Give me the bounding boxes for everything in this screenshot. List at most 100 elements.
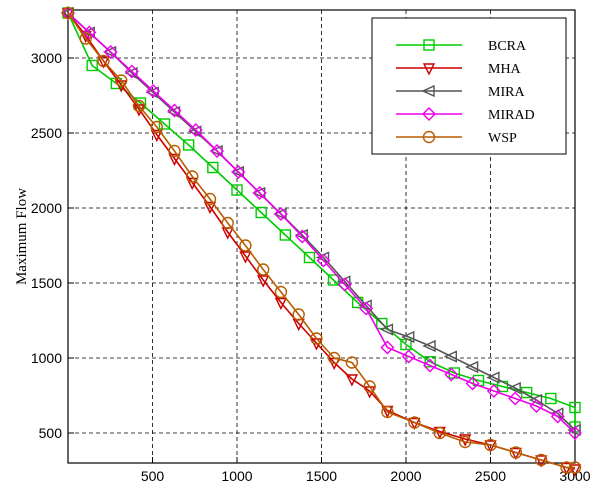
x-tick-label: 500 — [141, 468, 165, 484]
y-tick-label: 2500 — [31, 125, 62, 141]
data-point — [97, 56, 110, 69]
data-point — [422, 339, 436, 353]
legend-item: BCRA — [396, 39, 527, 54]
data-point — [401, 330, 415, 344]
data-point — [79, 32, 92, 45]
data-point — [168, 153, 181, 167]
data-point — [401, 349, 416, 364]
data-point — [274, 297, 288, 311]
data-point — [210, 144, 225, 158]
data-point — [132, 99, 146, 113]
data-point — [486, 384, 501, 398]
data-point — [568, 426, 582, 440]
data-point — [363, 380, 376, 393]
y-tick-label: 1000 — [31, 350, 62, 366]
data-point — [255, 206, 267, 219]
legend-item: MIRAD — [396, 107, 535, 123]
data-point — [484, 438, 497, 452]
data-point — [359, 301, 374, 316]
data-point — [379, 323, 394, 336]
data-point — [568, 461, 582, 474]
data-point — [408, 416, 421, 429]
data-point — [230, 165, 245, 179]
y-tick-label: 1500 — [31, 275, 62, 291]
data-point — [459, 434, 472, 447]
data-point — [168, 144, 181, 158]
data-point — [207, 161, 219, 174]
axis-ticks — [68, 57, 576, 463]
series-line — [67, 12, 576, 470]
data-point — [486, 371, 500, 384]
x-tick-label: 1500 — [306, 468, 337, 484]
x-axis-tick-labels: 500 1000 1500 2000 2500 3000 — [141, 468, 591, 484]
data-point — [337, 277, 352, 292]
data-point — [316, 253, 331, 268]
data-point — [545, 392, 557, 405]
data-point — [508, 391, 523, 406]
data-point — [528, 393, 543, 407]
data-point — [421, 84, 435, 98]
data-point — [380, 340, 395, 355]
legend-label: MIRAD — [488, 108, 535, 123]
data-point — [422, 130, 436, 144]
legend-box — [371, 17, 567, 155]
data-point — [507, 381, 521, 395]
data-point — [535, 453, 548, 467]
data-point — [400, 338, 412, 351]
data-point — [86, 59, 98, 72]
data-point — [376, 317, 388, 330]
data-point — [422, 63, 436, 76]
data-point — [124, 64, 139, 79]
x-tick-label: 2000 — [390, 468, 421, 484]
legend-item: MHA — [396, 62, 522, 77]
data-point — [150, 120, 163, 134]
legend: BCRA MHA MIRA MIRAD WSP — [371, 17, 567, 155]
data-point — [345, 374, 359, 387]
data-point — [443, 350, 457, 363]
data-point — [221, 216, 234, 230]
y-axis-label: Maximum Flow — [14, 188, 30, 285]
data-point — [252, 186, 267, 200]
data-point — [239, 239, 252, 252]
data-point — [292, 308, 305, 321]
data-point — [465, 376, 480, 391]
series-line — [67, 12, 576, 434]
data-point — [167, 103, 182, 118]
data-point — [231, 184, 243, 196]
series-line — [67, 12, 575, 469]
series-mirad — [61, 6, 582, 440]
legend-label: MHA — [488, 62, 522, 77]
series-line — [67, 12, 576, 431]
x-tick-label: 1000 — [221, 468, 252, 484]
data-point — [327, 351, 341, 365]
data-point — [569, 401, 581, 414]
data-point — [568, 464, 582, 477]
data-point — [203, 192, 217, 206]
y-tick-label: 500 — [39, 425, 63, 441]
data-point — [82, 25, 97, 40]
data-point — [97, 54, 110, 68]
legend-item: MIRA — [396, 84, 525, 100]
data-point — [444, 367, 459, 382]
legend-label: BCRA — [488, 39, 527, 54]
grid — [68, 10, 575, 463]
series-lines — [60, 6, 582, 477]
data-point — [295, 229, 310, 244]
data-point — [256, 263, 270, 276]
data-point — [529, 399, 544, 413]
data-point — [274, 285, 288, 299]
data-point — [186, 170, 199, 183]
legend-label: MIRA — [488, 85, 525, 100]
data-point — [257, 275, 270, 288]
data-point — [251, 186, 266, 200]
data-point — [345, 356, 359, 369]
data-point — [231, 165, 246, 179]
data-point — [273, 207, 287, 221]
data-point — [423, 358, 437, 373]
legend-item: WSP — [396, 130, 517, 146]
data-point — [423, 39, 435, 51]
data-point — [381, 405, 394, 419]
y-tick-label: 2000 — [31, 200, 62, 216]
data-point — [61, 6, 75, 20]
